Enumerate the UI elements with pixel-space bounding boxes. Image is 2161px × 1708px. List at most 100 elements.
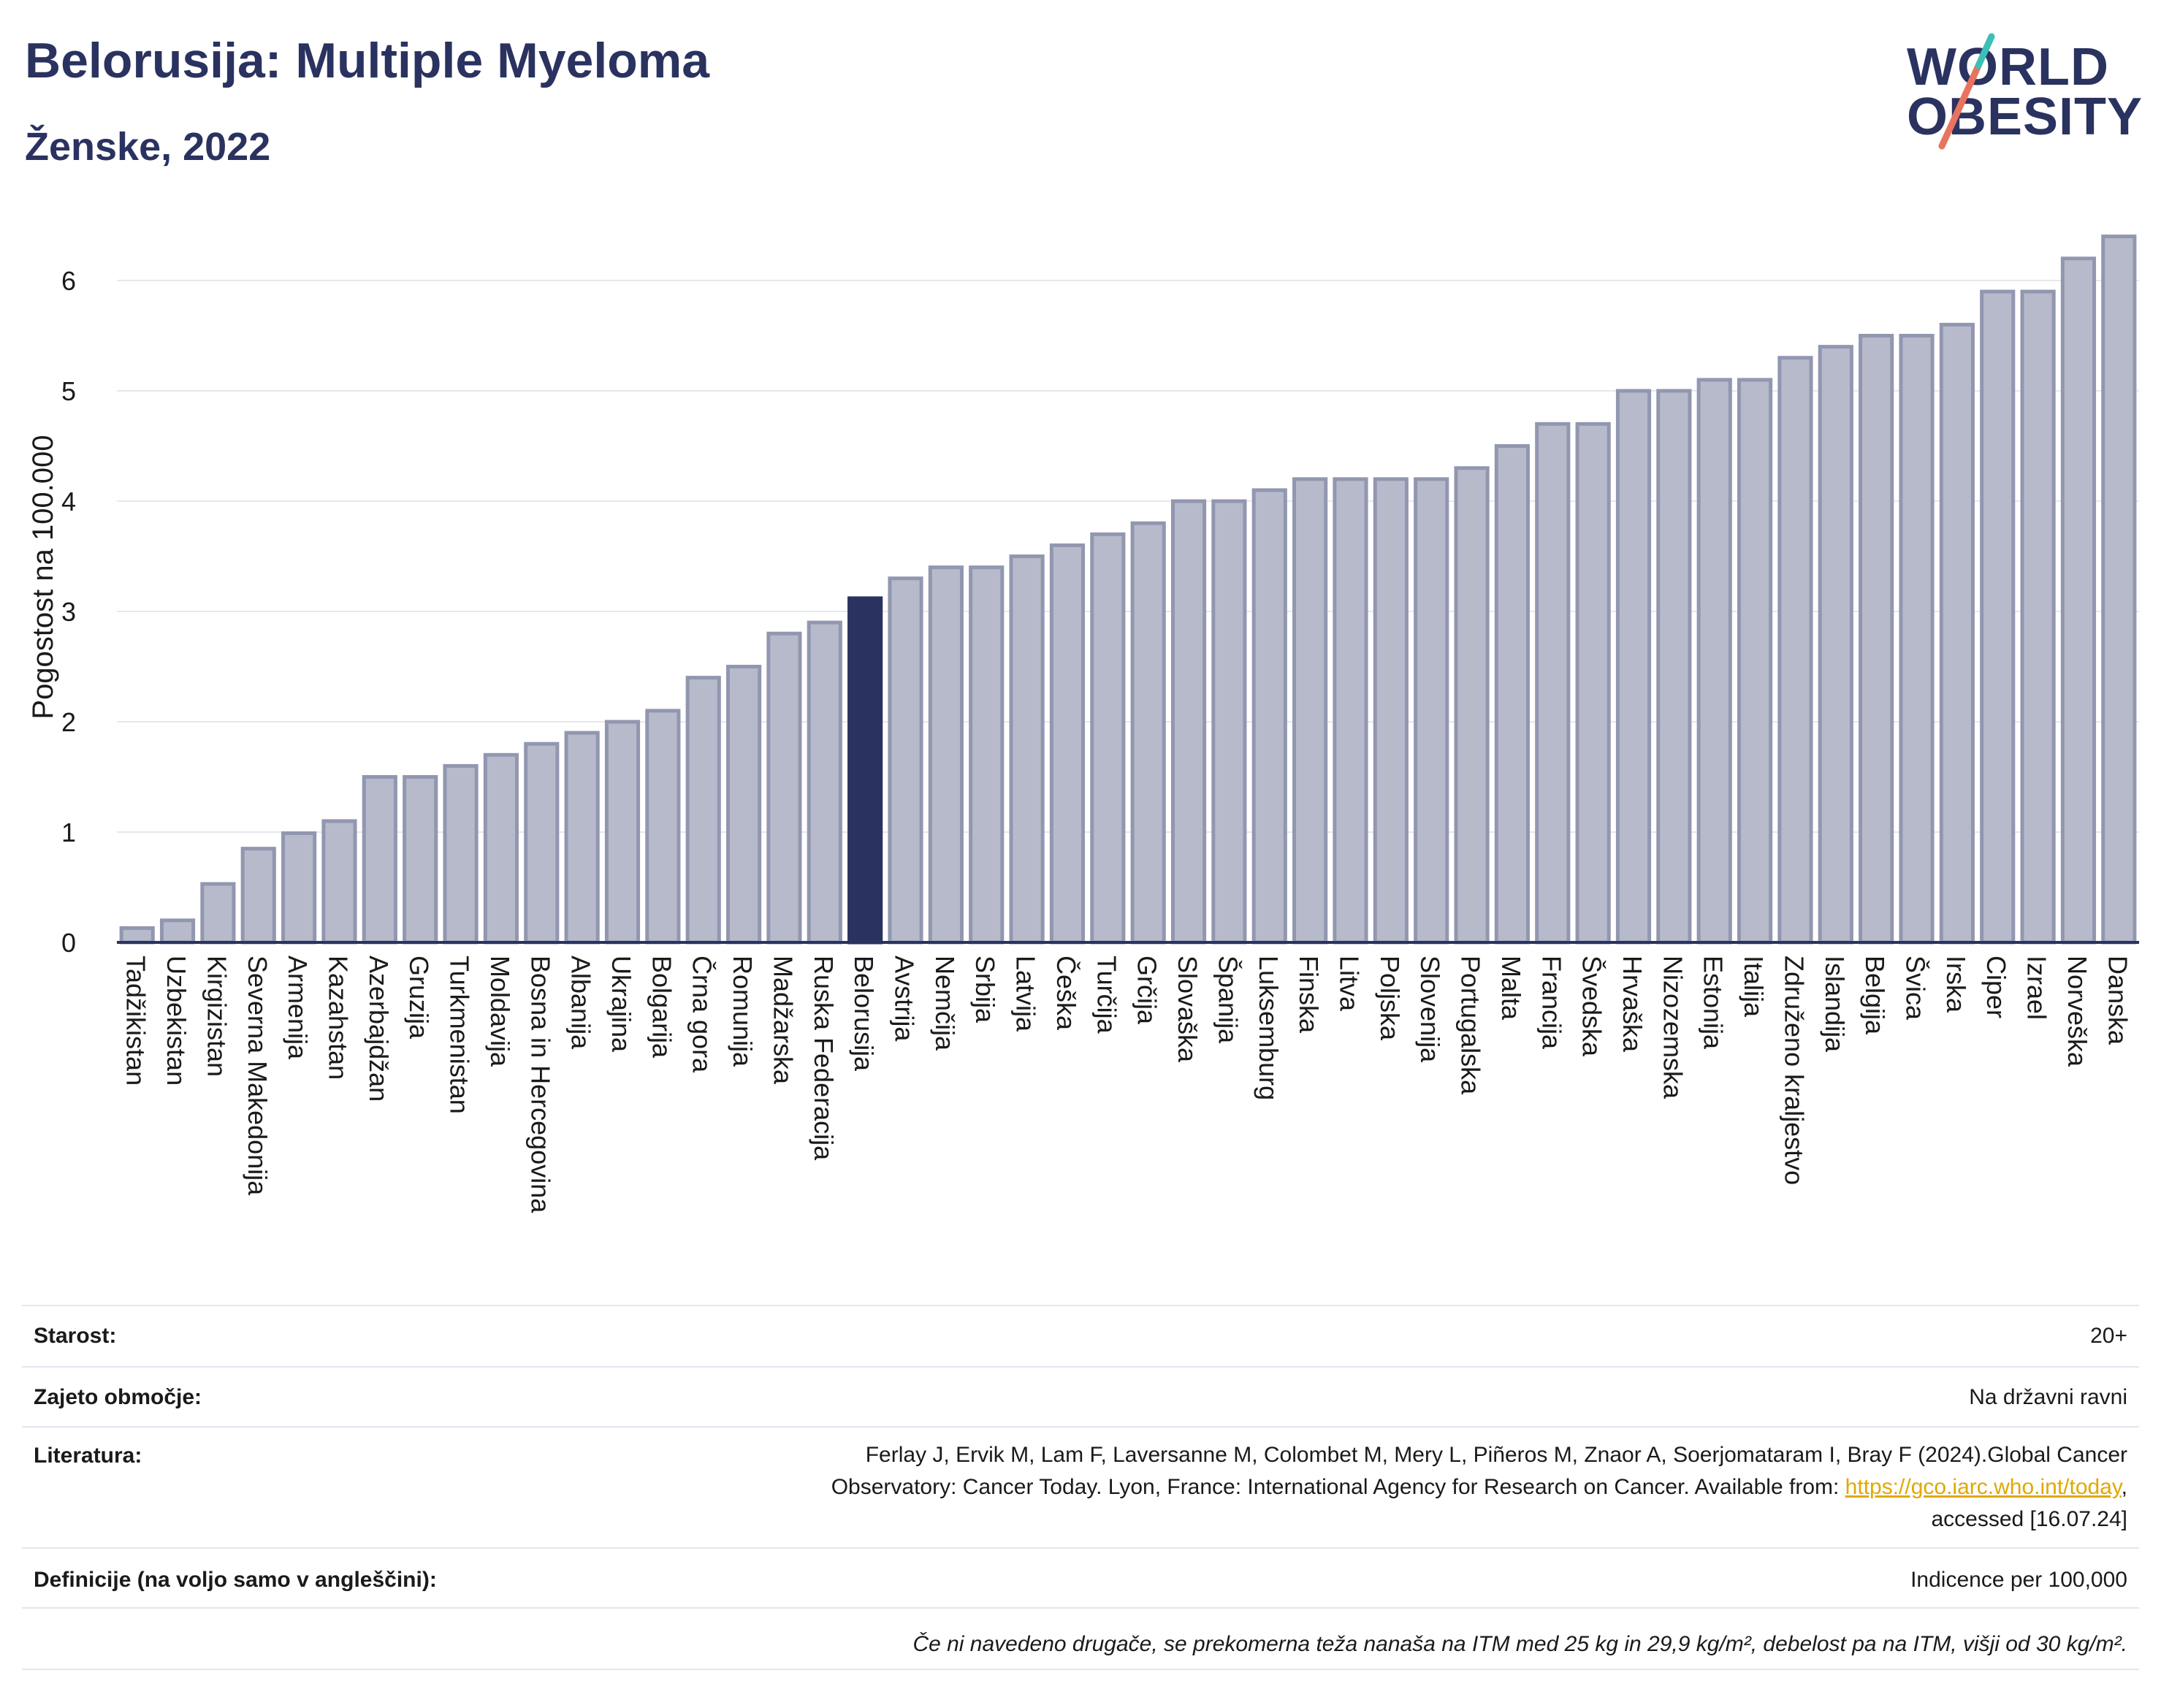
x-tick-label: Litva (1334, 956, 1364, 1012)
bar-islandija (1818, 345, 1853, 945)
meta-divider (22, 1607, 2139, 1609)
bar-slovaška (1170, 499, 1207, 945)
footnote: Če ni navedeno drugače, se prekomerna te… (912, 1632, 2127, 1656)
bar-chart: Tadžikistan Uzbekistan Kirgizistan Severna … (27, 235, 2139, 1213)
bar-črna-gora (685, 676, 721, 945)
x-tick-label: Ciper (1981, 956, 2011, 1018)
x-tick-label: Severna Makedonija (243, 956, 272, 1196)
y-tick-label: 4 (61, 487, 76, 516)
bar-belorusija (847, 596, 883, 945)
bar-irska (1939, 322, 1975, 945)
x-tick-label: Kirgizistan (202, 956, 232, 1077)
bar-ciper (1980, 289, 2016, 945)
bar-gruzija (403, 775, 438, 945)
x-tick-label: Črna gora (687, 956, 717, 1073)
bar-bosna-in-hercegovina (524, 741, 560, 945)
bar-španija (1211, 499, 1247, 945)
x-tick-label: Gruzija (404, 956, 434, 1040)
bar-nizozemska (1656, 389, 1692, 945)
bar-severna-makedonija (240, 847, 276, 945)
x-tick-label: Armenija (283, 956, 313, 1060)
y-tick-label: 3 (61, 597, 76, 627)
bar-norveška (2060, 256, 2097, 945)
bar-portugalska (1454, 466, 1490, 945)
coverage-label: Zajeto območje: (34, 1385, 202, 1409)
definitions-value: Indicence per 100,000 (1910, 1568, 2127, 1592)
x-tick-label: Belorusija (849, 956, 879, 1072)
x-tick-label: Češka (1051, 956, 1081, 1031)
x-tick-label: Danska (2103, 956, 2133, 1045)
x-tick-label: Hrvaška (1617, 956, 1647, 1053)
bar-švica (1899, 334, 1935, 945)
y-tick-label: 2 (61, 707, 76, 737)
bar-madžarska (766, 631, 802, 945)
bar-finska (1292, 477, 1328, 945)
y-tick-label: 0 (61, 928, 76, 958)
x-tick-label: Srbija (970, 956, 1000, 1023)
bar-turčija (1090, 532, 1126, 945)
x-tick-label: Švica (1901, 956, 1931, 1021)
bar-ruska-federacija (807, 620, 842, 945)
x-tick-label: Slovaška (1173, 956, 1203, 1063)
bar-moldavija (483, 752, 519, 945)
bar-bolgarija (645, 709, 681, 945)
bar-belgija (1859, 334, 1894, 945)
x-tick-label: Latvija (1011, 956, 1041, 1032)
y-tick-labels: 0 1 2 3 4 5 6 (61, 266, 76, 958)
x-tick-label: Združeno kraljestvo (1779, 956, 1809, 1185)
page-title: Belorusija: Multiple Myeloma (25, 33, 710, 88)
bar-ukrajina (604, 720, 641, 945)
x-tick-label: Islandija (1820, 956, 1850, 1053)
x-tick-label: Norveška (2062, 956, 2092, 1067)
bar-estonija (1696, 378, 1732, 945)
bar-hrvaška (1615, 389, 1652, 945)
x-tick-label: Albanija (566, 956, 596, 1050)
bar-armenija (281, 831, 317, 945)
meta-divider (22, 1366, 2139, 1368)
x-tick-label: Švedska (1577, 956, 1607, 1057)
x-tick-label: Italija (1739, 956, 1769, 1018)
y-tick-label: 6 (61, 266, 76, 296)
bar-danska (2101, 235, 2137, 945)
bar-švedska (1575, 422, 1611, 945)
x-tick-label: Estonija (1699, 956, 1729, 1050)
bar-avstrija (888, 576, 923, 945)
x-tick-label: Ruska Federacija (809, 956, 839, 1161)
meta-divider (22, 1305, 2139, 1306)
logo-word-1: WORLD (1907, 38, 2109, 96)
reference-line-3: accessed [16.07.24] (1931, 1507, 2127, 1531)
x-tick-label: Romunija (728, 956, 758, 1067)
x-tick-label: Grčija (1132, 956, 1162, 1025)
bar-izrael (2020, 289, 2056, 945)
bar-kazahstan (321, 819, 357, 945)
bar-kirgizistan (200, 882, 236, 945)
x-tick-label: Luksemburg (1254, 956, 1284, 1100)
logo-slash-icon (1938, 33, 1995, 150)
reference-link[interactable]: https://gco.iarc.who.int/today (1845, 1475, 2122, 1499)
bar-malta (1494, 444, 1531, 945)
reference-label: Literatura: (34, 1444, 142, 1468)
meta-divider (22, 1426, 2139, 1427)
x-tick-label: Madžarska (768, 956, 798, 1085)
bar-italija (1737, 378, 1773, 945)
x-tick-label: Finska (1294, 956, 1324, 1034)
x-tick-label: Azerbajdžan (364, 956, 394, 1102)
reference-line-2-end: , (2121, 1475, 2127, 1499)
reference-value: Ferlay J, Ervik M, Lam F, Laversanne M, … (520, 1439, 2127, 1536)
world-obesity-logo: WORLD OBESITY (1907, 29, 2148, 153)
x-tick-label: Turčija (1091, 956, 1121, 1034)
bar-slovenija (1414, 477, 1449, 945)
x-tick-label: Malta (1496, 956, 1526, 1021)
meta-divider (22, 1669, 2139, 1670)
bar-romunija (725, 665, 762, 945)
bar-turkmenistan (443, 763, 479, 945)
x-tick-label: Kazahstan (323, 956, 353, 1080)
bar-združeno-kraljestvo (1777, 356, 1813, 945)
x-tick-label: Uzbekistan (161, 956, 191, 1086)
bar-tadžikistan (119, 926, 155, 945)
x-tick-label: Nemčija (930, 956, 960, 1051)
bar-češka (1049, 543, 1086, 945)
x-tick-label: Ukrajina (606, 956, 636, 1053)
x-tick-labels: Tadžikistan Uzbekistan Kirgizistan Severna … (121, 956, 2133, 1213)
bar-uzbekistan (159, 918, 196, 945)
